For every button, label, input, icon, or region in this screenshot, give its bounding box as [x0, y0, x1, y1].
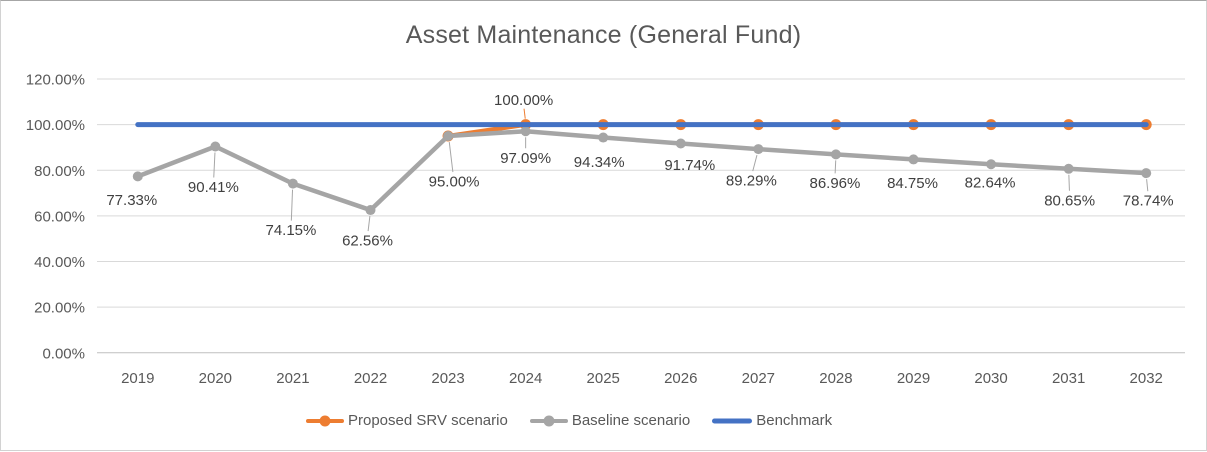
data-label: 94.34%: [574, 154, 625, 171]
x-axis-tick-label: 2027: [742, 370, 775, 387]
x-axis-tick-label: 2032: [1130, 370, 1163, 387]
data-label: 89.29%: [726, 173, 777, 190]
series-marker-baseline-scenario: [675, 138, 686, 149]
x-axis-tick-label: 2028: [819, 370, 852, 387]
y-axis-tick-label: 80.00%: [34, 163, 85, 180]
data-label-leader-line: [1068, 174, 1070, 191]
data-label: 77.33%: [106, 192, 157, 209]
data-label: 80.65%: [1044, 192, 1095, 209]
y-axis-tick-label: 60.00%: [34, 208, 85, 225]
data-label-leader-line: [1146, 179, 1149, 192]
data-label: 62.56%: [342, 233, 393, 250]
x-axis-tick-label: 2020: [199, 370, 232, 387]
series-marker-baseline-scenario: [1141, 168, 1152, 179]
data-label-leader-line: [523, 108, 526, 119]
data-label: 97.09%: [500, 150, 551, 167]
legend-label: Proposed SRV scenario: [348, 412, 508, 429]
chart-title: Asset Maintenance (General Fund): [405, 21, 802, 49]
series-marker-baseline-scenario: [210, 141, 221, 152]
legend-item-proposed-srv-scenario: Proposed SRV scenario: [306, 412, 508, 429]
data-label: 74.15%: [265, 222, 316, 239]
series-marker-baseline-scenario: [443, 131, 454, 142]
series-marker-baseline-scenario: [287, 178, 298, 189]
data-label-leader-line: [834, 160, 837, 174]
x-axis-tick-label: 2021: [276, 370, 309, 387]
legend-label: Baseline scenario: [571, 412, 691, 429]
data-label-leader-line: [213, 152, 216, 178]
data-label-leader-line: [448, 141, 454, 173]
x-axis-tick-label: 2023: [431, 370, 464, 387]
legend-swatch-baseline-scenario-icon: [529, 415, 568, 426]
y-axis-tick-label: 0.00%: [42, 345, 85, 362]
data-label: 95.00%: [429, 174, 480, 191]
series-marker-baseline-scenario: [598, 132, 609, 143]
series-marker-baseline-scenario: [132, 171, 143, 182]
legend-item-baseline-scenario: Baseline scenario: [529, 412, 691, 429]
series-marker-baseline-scenario: [753, 144, 764, 155]
series-marker-baseline-scenario: [1063, 163, 1074, 174]
data-label: 84.75%: [887, 175, 938, 192]
series-marker-baseline-scenario: [365, 205, 376, 216]
data-label: 78.74%: [1123, 193, 1174, 210]
data-label: 82.64%: [965, 175, 1016, 192]
y-axis-tick-label: 120.00%: [26, 72, 85, 89]
legend-item-benchmark: Benchmark: [712, 412, 832, 429]
y-axis-tick-label: 100.00%: [26, 117, 85, 134]
x-axis-tick-label: 2022: [354, 370, 387, 387]
data-label: 86.96%: [809, 175, 860, 192]
series-marker-baseline-scenario: [830, 149, 841, 160]
legend-swatch-proposed-srv-scenario-icon: [306, 415, 344, 426]
data-label-leader-line: [367, 215, 371, 232]
series-marker-baseline-scenario: [520, 126, 531, 137]
y-axis-tick-label: 20.00%: [34, 300, 85, 317]
series-marker-baseline-scenario: [908, 154, 919, 165]
x-axis-tick-label: 2025: [587, 370, 620, 387]
series-line-baseline-scenario: [135, 129, 1149, 213]
chart-legend: Proposed SRV scenario Baseline scenario Be…: [306, 412, 832, 429]
x-axis-tick-label: 2024: [509, 370, 542, 387]
x-axis-tick-label: 2026: [664, 370, 697, 387]
series-marker-baseline-scenario: [986, 159, 997, 170]
data-label-leader-line: [290, 189, 294, 221]
legend-swatch-benchmark-icon: [712, 415, 753, 426]
x-axis-tick-label: 2031: [1052, 370, 1085, 387]
data-label: 91.74%: [664, 157, 715, 174]
legend-label: Benchmark: [756, 412, 833, 429]
y-axis-tick-label: 40.00%: [34, 254, 85, 271]
x-axis-tick-label: 2030: [974, 370, 1007, 387]
data-label: 90.41%: [188, 179, 239, 196]
data-label: 100.00%: [494, 92, 553, 109]
x-axis-tick-label: 2029: [897, 370, 930, 387]
data-label-leader-line: [752, 154, 758, 172]
x-axis-tick-label: 2019: [121, 370, 154, 387]
